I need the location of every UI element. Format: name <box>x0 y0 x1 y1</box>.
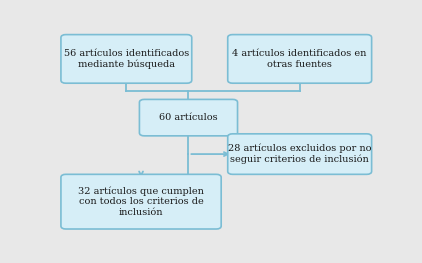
Text: 60 artículos: 60 artículos <box>159 113 218 122</box>
FancyBboxPatch shape <box>61 35 192 83</box>
Text: 4 artículos identificados en
otras fuentes: 4 artículos identificados en otras fuent… <box>233 49 367 69</box>
Text: 32 artículos que cumplen
con todos los criterios de
inclusión: 32 artículos que cumplen con todos los c… <box>78 186 204 217</box>
FancyBboxPatch shape <box>228 134 372 174</box>
Text: 56 artículos identificados
mediante búsqueda: 56 artículos identificados mediante búsq… <box>64 49 189 69</box>
FancyBboxPatch shape <box>61 174 221 229</box>
FancyBboxPatch shape <box>139 99 238 136</box>
FancyBboxPatch shape <box>228 35 372 83</box>
Text: 28 artículos excluidos por no
seguir criterios de inclusión: 28 artículos excluidos por no seguir cri… <box>228 144 371 164</box>
